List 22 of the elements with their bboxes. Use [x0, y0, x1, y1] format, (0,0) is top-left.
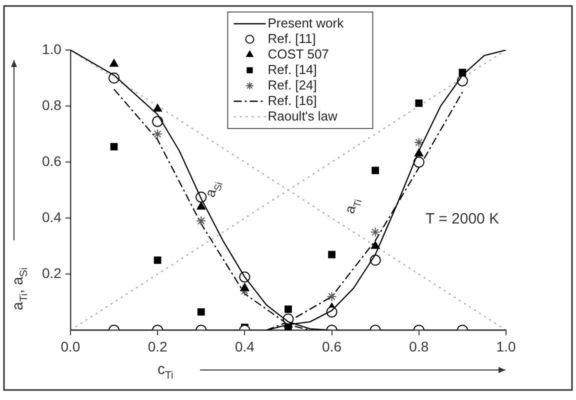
- x-tick-label: 0.4: [234, 338, 255, 354]
- y-axis-title: aTi, aSi: [9, 267, 30, 310]
- y-tick-label: 0.2: [42, 265, 62, 282]
- y-tick-label: 0.6: [42, 152, 62, 169]
- annotation: aTi: [341, 198, 365, 216]
- legend-label: Raoult's law: [268, 108, 338, 124]
- legend-label: Ref. [11]: [268, 30, 316, 46]
- legend-label: COST 507: [268, 46, 329, 62]
- legend-label: Ref. [14]: [268, 62, 317, 77]
- annotation: aSi: [202, 181, 226, 199]
- y-tick-label: 0.4: [42, 208, 62, 225]
- x-tick-label: 0.0: [60, 338, 80, 354]
- y-tick-label: 0.8: [42, 96, 62, 113]
- annotation: T = 2000 K: [426, 210, 500, 228]
- legend-label: Present work: [268, 15, 344, 30]
- y-tick-label: 1.0: [42, 40, 62, 57]
- legend-label: Ref. [16]: [268, 92, 317, 108]
- x-tick-label: 0.6: [322, 338, 342, 354]
- x-tick-label: 1.0: [496, 338, 516, 354]
- x-tick-label: 0.2: [148, 338, 168, 354]
- legend-label: Ref. [24]: [268, 77, 317, 92]
- x-tick-label: 0.8: [409, 338, 429, 354]
